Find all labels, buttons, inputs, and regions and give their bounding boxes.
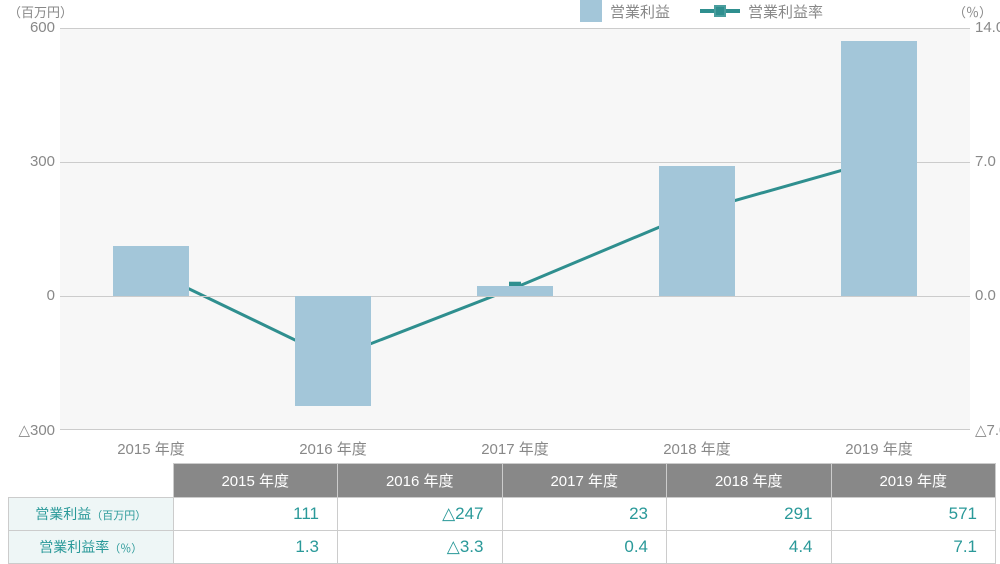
bar <box>659 166 735 296</box>
table-corner <box>9 464 174 498</box>
table-cell: △3.3 <box>338 531 503 564</box>
table-cell: 291 <box>667 498 832 531</box>
left-tick-label: △300 <box>5 421 55 439</box>
table-col-head: 2016 年度 <box>338 464 503 498</box>
right-tick-label: 7.0 <box>975 153 1000 170</box>
table-row-head: 営業利益率（％） <box>9 531 174 564</box>
category-label: 2019 年度 <box>829 438 929 459</box>
line-chart-svg <box>60 28 970 429</box>
right-tick-label: △7.0 <box>975 421 1000 439</box>
table-cell: 7.1 <box>831 531 996 564</box>
right-tick-label: 14.0 <box>975 19 1000 36</box>
bar <box>113 246 189 296</box>
legend-label: 営業利益 <box>610 1 670 22</box>
legend-item: 営業利益率 <box>700 1 823 22</box>
left-tick-label: 0 <box>5 287 55 304</box>
gridline <box>60 296 970 297</box>
table-cell: 23 <box>502 498 667 531</box>
line-series <box>151 160 879 359</box>
table-cell: 1.3 <box>173 531 338 564</box>
table-cell: 0.4 <box>502 531 667 564</box>
table-cell: 571 <box>831 498 996 531</box>
table-cell: △247 <box>338 498 503 531</box>
category-label: 2016 年度 <box>283 438 383 459</box>
table-cell: 4.4 <box>667 531 832 564</box>
bar <box>295 296 371 406</box>
category-label: 2018 年度 <box>647 438 747 459</box>
legend-label: 営業利益率 <box>748 1 823 22</box>
bar <box>841 41 917 296</box>
left-tick-label: 300 <box>5 153 55 170</box>
table-col-head: 2015 年度 <box>173 464 338 498</box>
gridline <box>60 162 970 163</box>
legend-swatch-bar <box>580 0 602 22</box>
legend-item: 営業利益 <box>580 0 670 22</box>
gridline <box>60 28 970 29</box>
left-tick-label: 600 <box>5 19 55 36</box>
data-table: 2015 年度2016 年度2017 年度2018 年度2019 年度 営業利益… <box>8 463 996 564</box>
legend: 営業利益 営業利益率 <box>580 0 940 22</box>
bar <box>477 286 553 296</box>
category-label: 2017 年度 <box>465 438 565 459</box>
table-col-head: 2018 年度 <box>667 464 832 498</box>
right-tick-label: 0.0 <box>975 287 1000 304</box>
legend-swatch-line <box>700 9 740 13</box>
plot-area <box>60 28 970 430</box>
table-row: 営業利益率（％）1.3△3.30.44.47.1 <box>9 531 996 564</box>
table-row: 営業利益（百万円）111△24723291571 <box>9 498 996 531</box>
category-label: 2015 年度 <box>101 438 201 459</box>
table-row-head: 営業利益（百万円） <box>9 498 174 531</box>
table-col-head: 2019 年度 <box>831 464 996 498</box>
table-cell: 111 <box>173 498 338 531</box>
table-col-head: 2017 年度 <box>502 464 667 498</box>
